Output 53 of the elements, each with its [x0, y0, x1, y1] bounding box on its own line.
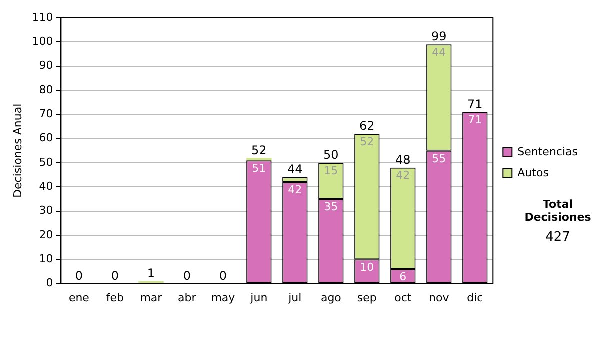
- data-label: 42: [288, 184, 302, 197]
- total-label: 71: [468, 97, 483, 112]
- x-tick-label: may: [211, 291, 236, 304]
- x-tick-label: dic: [467, 291, 484, 304]
- y-tick-label: 50: [39, 156, 54, 169]
- data-label: 51: [252, 162, 266, 175]
- total-label: 50: [324, 148, 339, 162]
- x-tick-label: ago: [320, 291, 342, 304]
- y-tick-label: 20: [39, 228, 54, 242]
- legend-label: Autos: [518, 166, 550, 180]
- x-tick-label: abr: [178, 291, 197, 304]
- data-label: 42: [396, 169, 410, 182]
- total-label: 0: [111, 268, 120, 283]
- data-label: 55: [432, 152, 446, 166]
- y-tick-label: 110: [32, 10, 54, 24]
- data-label: 15: [324, 164, 338, 178]
- y-tick-label: 80: [39, 83, 54, 96]
- y-tick-label: 100: [32, 35, 54, 48]
- x-tick-label: mar: [140, 291, 163, 304]
- total-label: 48: [396, 152, 411, 167]
- x-tick-label: ene: [68, 291, 90, 304]
- x-tick-label: jun: [250, 291, 268, 304]
- total-label: 0: [219, 268, 227, 283]
- bar: [246, 158, 272, 161]
- data-label: 10: [360, 260, 374, 274]
- x-tick-label: nov: [429, 291, 450, 304]
- total-label: 62: [360, 119, 375, 134]
- text: 427: [544, 230, 572, 245]
- total-label: 0: [183, 268, 192, 283]
- x-tick-label: jul: [288, 291, 302, 304]
- data-label: 71: [468, 114, 482, 127]
- total-label: 44: [288, 162, 303, 177]
- total-label: 52: [252, 143, 267, 158]
- data-label: 52: [360, 135, 374, 148]
- total-label: 1: [147, 266, 156, 281]
- total-label: 99: [432, 30, 447, 44]
- legend-label: Sentencias: [518, 145, 578, 158]
- y-tick-label: 70: [39, 108, 54, 121]
- y-tick-label: 40: [39, 180, 54, 194]
- text: Total Decisiones: [524, 198, 592, 224]
- y-tick-label: 0: [46, 276, 54, 290]
- data-label: 6: [400, 270, 407, 284]
- y-axis-title: Decisiones Anual: [11, 104, 24, 198]
- y-tick-label: 10: [39, 252, 54, 266]
- x-tick-label: oct: [394, 291, 412, 304]
- data-label: 44: [432, 46, 446, 59]
- total-label: 0: [75, 268, 84, 283]
- x-tick-label: feb: [106, 291, 124, 304]
- y-tick-label: 30: [39, 204, 54, 218]
- data-label: 35: [324, 200, 338, 214]
- y-tick-label: 90: [39, 59, 54, 72]
- x-tick-label: sep: [357, 291, 377, 304]
- y-tick-label: 60: [39, 132, 54, 145]
